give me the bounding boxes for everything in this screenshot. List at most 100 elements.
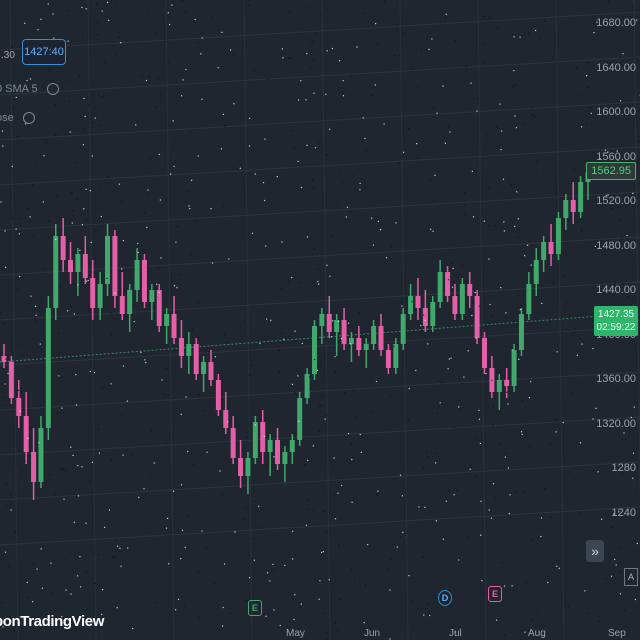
noise-dot	[180, 558, 182, 560]
noise-dot	[341, 181, 343, 183]
noise-dot	[116, 607, 118, 609]
noise-dot	[54, 493, 56, 495]
noise-dot	[266, 318, 268, 320]
candle-body	[178, 338, 184, 356]
noise-dot	[432, 230, 434, 232]
candle-body	[459, 284, 465, 314]
noise-dot	[254, 424, 257, 426]
noise-dot	[181, 0, 183, 2]
indicator-row-sma[interactable]: 0 SMA 5	[0, 83, 59, 96]
noise-dot	[58, 375, 60, 377]
noise-dot	[372, 244, 374, 246]
candle-body	[304, 374, 310, 398]
noise-dot	[402, 531, 404, 533]
noise-dot	[296, 100, 298, 102]
noise-dot	[630, 416, 632, 419]
noise-dot	[15, 207, 17, 209]
noise-dot	[607, 151, 609, 153]
noise-dot	[350, 211, 352, 213]
noise-dot	[278, 349, 280, 351]
noise-dot	[27, 437, 29, 439]
noise-dot	[317, 268, 319, 270]
noise-dot	[297, 99, 300, 101]
noise-dot	[33, 563, 35, 565]
noise-dot	[479, 442, 481, 444]
noise-dot	[162, 63, 164, 65]
noise-dot	[543, 170, 545, 172]
noise-dot	[198, 617, 200, 619]
noise-dot	[473, 170, 475, 172]
noise-dot	[196, 220, 198, 222]
noise-dot	[112, 556, 114, 559]
noise-dot	[611, 575, 613, 577]
noise-dot	[239, 327, 241, 329]
noise-dot	[65, 470, 67, 472]
noise-dot	[73, 283, 75, 285]
noise-dot	[540, 517, 543, 519]
noise-dot	[426, 450, 428, 453]
noise-dot	[402, 32, 404, 34]
noise-dot	[439, 402, 441, 404]
noise-dot	[472, 216, 475, 218]
noise-dot	[294, 392, 296, 394]
noise-dot	[89, 481, 91, 483]
candle-body	[112, 236, 118, 296]
price-axis-label: 1360.00	[596, 373, 636, 385]
candle-body	[422, 308, 428, 326]
noise-dot	[455, 40, 457, 42]
indicator-row-close[interactable]: ose	[0, 112, 35, 125]
earnings-badge[interactable]: E	[488, 586, 502, 602]
dividend-badge[interactable]: D	[438, 590, 452, 606]
noise-dot	[500, 149, 502, 151]
noise-dot	[510, 218, 512, 220]
noise-dot	[319, 142, 321, 144]
candle-body	[385, 350, 391, 368]
noise-dot	[423, 614, 425, 616]
noise-dot	[10, 509, 12, 511]
noise-dot	[593, 32, 595, 34]
noise-dot	[68, 79, 70, 81]
eye-off-icon[interactable]	[22, 112, 35, 125]
noise-dot	[334, 356, 336, 358]
noise-dot	[189, 131, 191, 133]
moving-average-line-path	[0, 315, 601, 363]
noise-dot	[147, 189, 149, 191]
noise-dot	[167, 12, 169, 14]
noise-dot	[263, 435, 265, 437]
noise-dot	[423, 314, 425, 316]
noise-dot	[515, 127, 517, 129]
noise-dot	[403, 237, 405, 239]
earnings-badge[interactable]: E	[248, 600, 262, 616]
noise-dot	[310, 66, 312, 68]
noise-dot	[115, 540, 117, 542]
noise-dot	[114, 1, 116, 3]
candlestick-series	[1, 170, 591, 500]
scroll-right-button[interactable]: »	[586, 540, 604, 562]
moving-average-line	[0, 315, 601, 363]
candle-body	[526, 284, 532, 314]
time-box[interactable]: 1427:40	[22, 39, 66, 65]
noise-dot	[621, 237, 623, 239]
noise-dot	[621, 473, 623, 475]
noise-dot	[588, 61, 590, 64]
noise-dot	[291, 383, 293, 385]
noise-dot	[4, 383, 6, 385]
noise-dot	[339, 60, 341, 62]
noise-dot	[562, 275, 564, 277]
noise-dot	[580, 230, 583, 232]
noise-dot	[11, 116, 13, 119]
noise-dot	[265, 615, 267, 617]
auto-scale-button[interactable]: A	[624, 568, 638, 586]
grid-line-h	[0, 416, 640, 456]
noise-dot	[497, 588, 499, 590]
noise-dot	[304, 464, 306, 466]
noise-dot	[89, 104, 91, 106]
eye-off-icon[interactable]	[46, 83, 59, 96]
noise-dot	[133, 321, 135, 323]
noise-dot	[290, 57, 292, 59]
noise-dot	[88, 310, 90, 312]
noise-dot	[294, 330, 296, 332]
noise-dot	[85, 8, 87, 10]
noise-dot	[81, 6, 83, 9]
